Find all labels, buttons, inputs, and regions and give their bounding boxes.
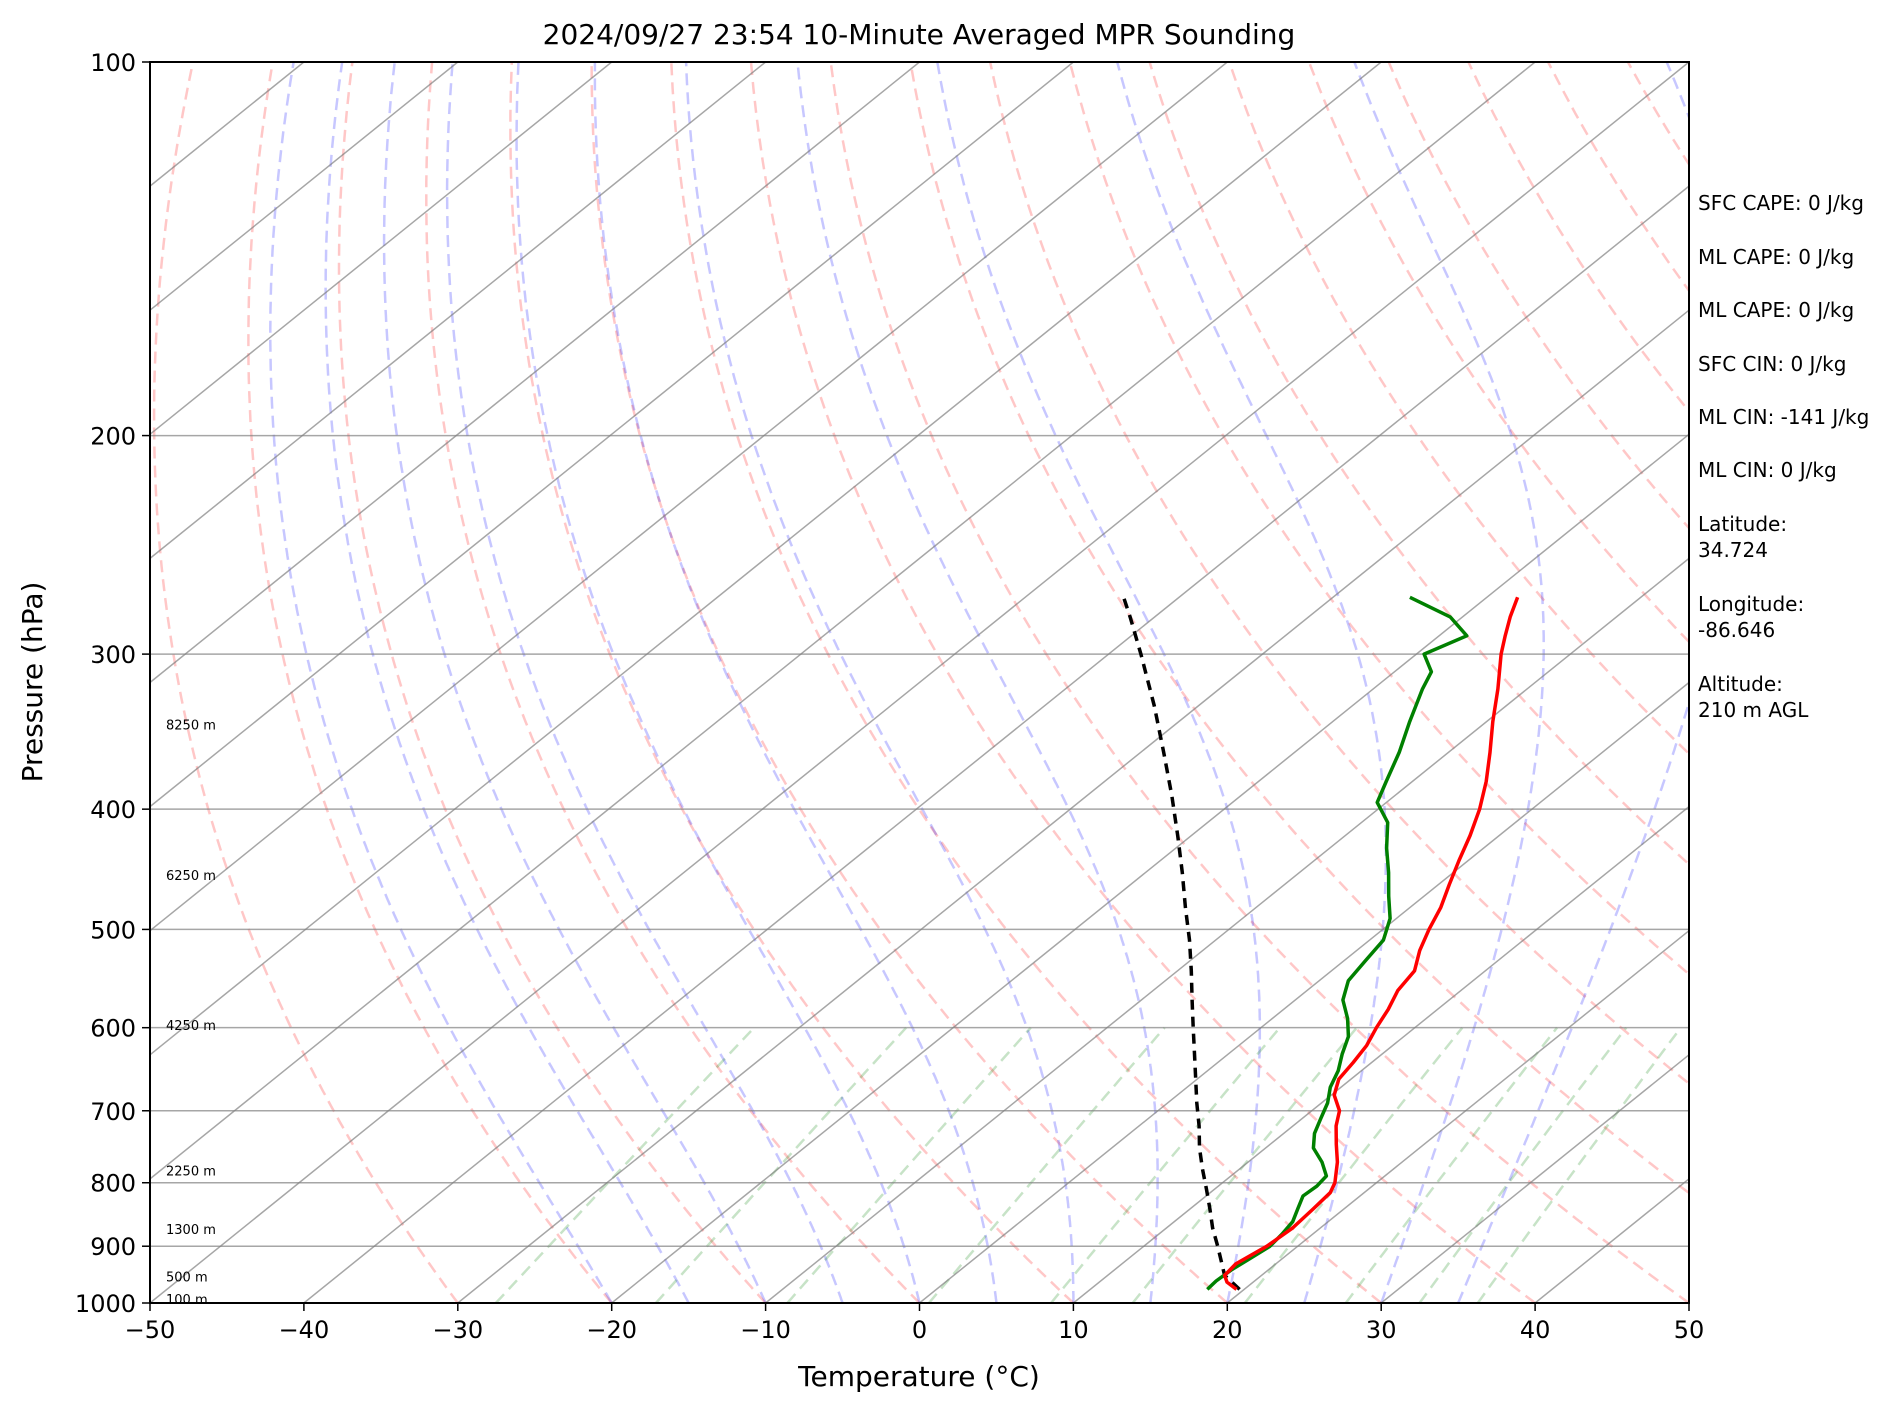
mixing-ratio-8 xyxy=(1418,1026,1628,1303)
moist-adiabat-8 xyxy=(936,62,1262,1303)
height-label: 8250 m xyxy=(166,719,216,734)
annotation-latitude-value: 34.724 xyxy=(1698,538,1768,562)
isotherm xyxy=(150,62,1536,1180)
y-tick-label: 900 xyxy=(90,1233,136,1261)
moist-adiabat-4 xyxy=(515,62,921,1303)
y-tick-label: 100 xyxy=(90,49,136,77)
isotherm xyxy=(1380,1053,1689,1303)
x-tick-label: −30 xyxy=(432,1316,483,1344)
background-lines xyxy=(150,62,1689,1303)
y-axis-label: Pressure (hPa) xyxy=(16,582,49,783)
moist-adiabat-1 xyxy=(324,62,690,1303)
height-label: 500 m xyxy=(166,1270,208,1285)
dry-adiabat-2 xyxy=(337,62,767,1303)
y-tick-label: 1000 xyxy=(75,1290,136,1318)
height-label: 1300 m xyxy=(166,1223,216,1238)
isotherm xyxy=(611,433,1689,1303)
isotherm xyxy=(919,681,1689,1303)
height-label: 6250 m xyxy=(166,869,216,884)
isotherm xyxy=(303,185,1689,1303)
data-series xyxy=(1121,595,1520,1291)
isotherm xyxy=(150,62,1689,1303)
dry-adiabat-14 xyxy=(1307,62,1689,644)
y-tick-label: 400 xyxy=(90,796,136,824)
x-tick-label: 0 xyxy=(912,1316,927,1344)
isotherm xyxy=(457,309,1689,1303)
annotation-altitude-value: 210 m AGL xyxy=(1698,698,1809,722)
height-label: 2250 m xyxy=(166,1164,216,1179)
isotherm xyxy=(765,557,1689,1303)
isotherm xyxy=(150,62,767,560)
moist-adiabat-9 xyxy=(1115,62,1388,1303)
x-axis: −50 −40 −30 −20 −10 0 10 20 30 40 50 xyxy=(125,1303,1705,1344)
moist-adiabat-5 xyxy=(593,62,998,1303)
mixing-ratio-9 xyxy=(1476,1026,1682,1303)
moist-adiabat-3 xyxy=(445,62,844,1303)
moist-adiabat-7 xyxy=(796,62,1159,1303)
dry-adiabat-8 xyxy=(829,62,1689,1303)
isotherm xyxy=(150,62,1074,808)
dry-adiabat-1 xyxy=(247,62,613,1303)
moist-adiabat-11 xyxy=(1456,62,1689,1303)
y-tick-label: 800 xyxy=(90,1170,136,1198)
isotherm xyxy=(150,62,459,312)
x-tick-label: 40 xyxy=(1520,1316,1551,1344)
x-tick-label: −10 xyxy=(740,1316,791,1344)
chart-title: 2024/09/27 23:54 10-Minute Averaged MPR … xyxy=(543,18,1296,51)
x-tick-label: 10 xyxy=(1058,1316,1089,1344)
y-tick-label: 700 xyxy=(90,1098,136,1126)
side-annotations: SFC CAPE: 0 J/kg ML CAPE: 0 J/kg ML CAPE… xyxy=(1698,191,1869,722)
dry-adiabat-0 xyxy=(152,62,459,1303)
moist-adiabat-0 xyxy=(269,62,613,1303)
y-tick-label: 200 xyxy=(90,423,136,451)
isotherm xyxy=(150,62,920,684)
annotation-altitude-label: Altitude: xyxy=(1698,672,1783,696)
moist-adiabat-2 xyxy=(382,62,767,1303)
y-axis: 100 200 300 400 500 600 700 800 900 1000 xyxy=(75,49,150,1318)
annotation-sfc-cape: SFC CAPE: 0 J/kg xyxy=(1698,191,1864,215)
annotation-ml-cin-2: ML CIN: 0 J/kg xyxy=(1698,458,1837,482)
height-label: 100 m xyxy=(166,1293,208,1308)
isotherm xyxy=(1226,929,1689,1303)
height-labels: 100 m 500 m 1300 m 2250 m 4250 m 6250 m 8250 m xyxy=(166,719,216,1308)
annotation-sfc-cin: SFC CIN: 0 J/kg xyxy=(1698,352,1846,376)
y-tick-label: 500 xyxy=(90,916,136,944)
annotation-ml-cin: ML CIN: -141 J/kg xyxy=(1698,405,1869,429)
y-tick-label: 300 xyxy=(90,641,136,669)
dry-adiabat-10 xyxy=(988,62,1689,1086)
annotation-longitude-label: Longitude: xyxy=(1698,592,1804,616)
dry-adiabat-11 xyxy=(1068,62,1689,976)
dry-adiabat-6 xyxy=(670,62,1382,1303)
mixing-ratio-7 xyxy=(1344,1026,1558,1303)
height-label: 4250 m xyxy=(166,1019,216,1034)
x-tick-label: 20 xyxy=(1212,1316,1243,1344)
x-tick-label: −40 xyxy=(279,1316,330,1344)
dry-adiabat-3 xyxy=(425,62,921,1303)
dry-adiabat-7 xyxy=(749,62,1536,1303)
dry-adiabat-12 xyxy=(1148,62,1689,866)
dry-adiabat-5 xyxy=(590,62,1229,1303)
x-tick-label: −50 xyxy=(125,1316,176,1344)
moist-adiabat-6 xyxy=(684,62,1075,1303)
temperature-line xyxy=(1222,596,1520,1291)
y-tick-label: 600 xyxy=(90,1015,136,1043)
x-tick-label: −20 xyxy=(586,1316,637,1344)
annotation-ml-cape: ML CAPE: 0 J/kg xyxy=(1698,245,1854,269)
dry-adiabat-13 xyxy=(1228,62,1689,756)
x-axis-label: Temperature (°C) xyxy=(797,1360,1040,1393)
isotherm xyxy=(150,62,1382,1056)
x-tick-label: 50 xyxy=(1674,1316,1705,1344)
annotation-longitude-value: -86.646 xyxy=(1698,618,1775,642)
annotation-ml-cape-2: ML CAPE: 0 J/kg xyxy=(1698,298,1854,322)
isotherm xyxy=(150,62,1228,932)
dry-adiabat-4 xyxy=(509,62,1075,1303)
isotherm xyxy=(150,62,613,436)
dry-adiabat-9 xyxy=(909,62,1689,1195)
parcel-line xyxy=(1121,596,1241,1291)
annotation-latitude-label: Latitude: xyxy=(1698,512,1787,536)
dewpoint-line xyxy=(1206,595,1469,1291)
x-tick-label: 30 xyxy=(1366,1316,1397,1344)
